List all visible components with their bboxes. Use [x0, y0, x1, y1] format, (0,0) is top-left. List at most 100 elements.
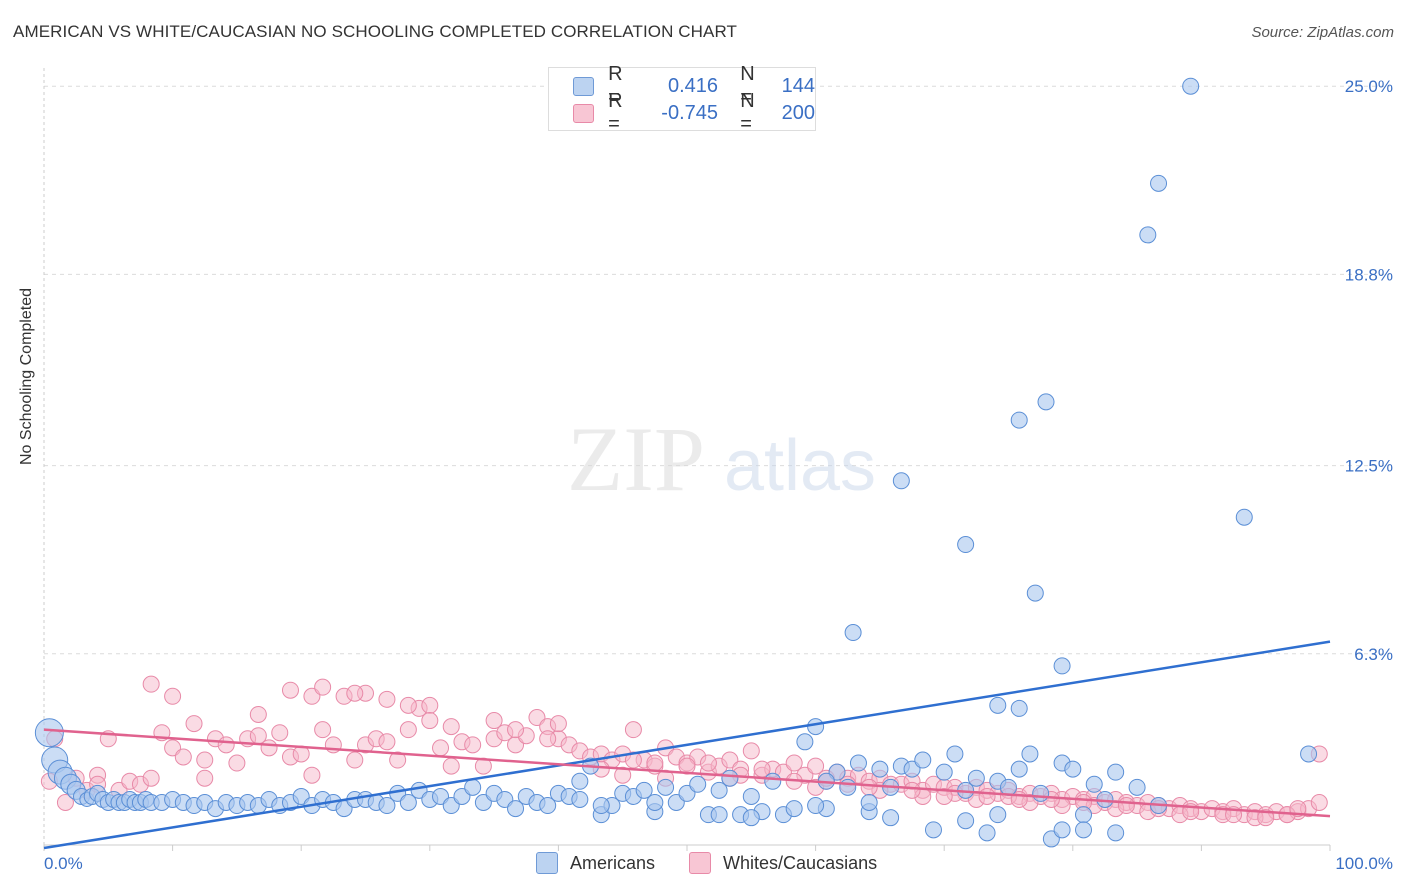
legend-label-americans: Americans	[570, 852, 656, 873]
legend-r-label: R =	[608, 63, 623, 108]
data-point-americans	[1053, 821, 1071, 839]
data-point-whites	[1257, 809, 1275, 827]
data-point-whites	[346, 684, 364, 702]
data-point-americans	[892, 472, 910, 490]
legend-item-americans[interactable]: Americans	[536, 852, 655, 874]
data-point-whites	[485, 712, 503, 730]
data-point-americans	[967, 769, 985, 787]
data-point-whites	[935, 787, 953, 805]
data-point-whites	[860, 778, 878, 796]
data-point-americans	[539, 797, 557, 815]
tick-labels: 25.0% 18.8% 12.5% 6.3% 0.0% 100.0%	[44, 77, 1393, 873]
data-point-whites	[303, 766, 321, 784]
trend-line-whites	[43, 728, 1331, 818]
data-point-americans	[1010, 699, 1028, 717]
data-point-americans	[1128, 778, 1146, 796]
data-point-whites	[742, 742, 760, 760]
data-point-americans	[1075, 806, 1093, 824]
data-point-americans	[989, 806, 1007, 824]
data-point-americans	[1139, 226, 1157, 244]
data-point-americans	[1300, 745, 1318, 763]
data-point-americans	[1075, 821, 1093, 839]
watermark: ZIP atlas	[567, 408, 876, 510]
data-point-americans	[957, 812, 975, 830]
data-point-whites	[624, 751, 642, 769]
data-point-whites	[185, 715, 203, 733]
data-point-americans	[785, 800, 803, 818]
data-point-americans	[1021, 745, 1039, 763]
svg-text:atlas: atlas	[724, 426, 876, 506]
data-point-whites	[442, 718, 460, 736]
data-point-americans	[1026, 584, 1044, 602]
legend-label-whites: Whites/Caucasians	[723, 852, 878, 873]
x-tick-label: 0.0%	[44, 854, 83, 873]
data-point-whites	[378, 733, 396, 751]
data-point-americans	[399, 794, 417, 812]
data-point-whites	[56, 794, 74, 812]
data-point-americans	[1010, 760, 1028, 778]
data-point-americans	[635, 781, 653, 799]
series-legend: Americans Whites/Caucasians	[536, 852, 911, 874]
data-point-americans	[1053, 657, 1071, 675]
data-point-americans	[1064, 760, 1082, 778]
data-point-whites	[142, 675, 160, 693]
legend-swatch-americans	[573, 76, 595, 96]
data-point-americans	[592, 797, 610, 815]
data-point-americans	[978, 824, 996, 842]
data-point-americans	[860, 794, 878, 812]
data-point-americans	[1182, 77, 1200, 95]
data-point-americans	[882, 809, 900, 827]
data-point-whites	[174, 748, 192, 766]
data-point-americans	[924, 821, 942, 839]
data-point-whites	[1310, 794, 1328, 812]
trend-lines	[43, 640, 1331, 850]
data-point-whites	[228, 754, 246, 772]
y-tick-label: 25.0%	[1345, 77, 1393, 96]
y-axis-label: No Schooling Completed	[18, 288, 35, 465]
data-point-whites	[314, 721, 332, 739]
legend-n-label: N =	[740, 90, 755, 135]
data-point-americans	[34, 718, 64, 748]
data-point-americans	[710, 781, 728, 799]
legend-item-whites[interactable]: Whites/Caucasians	[689, 852, 877, 874]
chart-title: AMERICAN VS WHITE/CAUCASIAN NO SCHOOLING…	[13, 22, 738, 41]
legend-swatch-americans	[536, 852, 558, 874]
data-point-americans	[646, 794, 664, 812]
data-point-americans	[742, 809, 760, 827]
legend-r-value: 0.416	[667, 74, 719, 97]
data-point-americans	[957, 536, 975, 554]
data-point-americans	[464, 778, 482, 796]
data-point-americans	[1107, 824, 1125, 842]
legend-swatch-whites	[689, 852, 712, 874]
data-point-whites	[699, 754, 717, 772]
data-point-whites	[421, 696, 439, 714]
y-tick-label: 6.3%	[1354, 645, 1393, 664]
data-point-whites	[539, 730, 557, 748]
data-point-whites	[807, 757, 825, 775]
data-point-whites	[507, 721, 525, 739]
data-point-whites	[346, 751, 364, 769]
data-point-whites	[421, 712, 439, 730]
data-point-americans	[710, 806, 728, 824]
data-point-whites	[785, 754, 803, 772]
data-point-americans	[657, 778, 675, 796]
data-point-americans	[1032, 784, 1050, 802]
data-point-whites	[464, 736, 482, 754]
legend-n-value: 200	[781, 101, 815, 124]
data-point-americans	[844, 624, 862, 642]
data-point-whites	[549, 715, 567, 733]
data-point-whites	[271, 724, 289, 742]
data-point-americans	[764, 772, 782, 790]
data-point-americans	[571, 790, 589, 808]
data-point-americans	[796, 733, 814, 751]
data-point-americans	[378, 797, 396, 815]
data-point-whites	[399, 721, 417, 739]
data-point-whites	[281, 681, 299, 699]
data-point-americans	[871, 760, 889, 778]
data-point-americans	[946, 745, 964, 763]
data-point-whites	[614, 766, 632, 784]
axes	[43, 68, 1331, 851]
data-point-whites	[399, 696, 417, 714]
data-point-whites	[646, 754, 664, 772]
data-point-americans	[1010, 411, 1028, 429]
